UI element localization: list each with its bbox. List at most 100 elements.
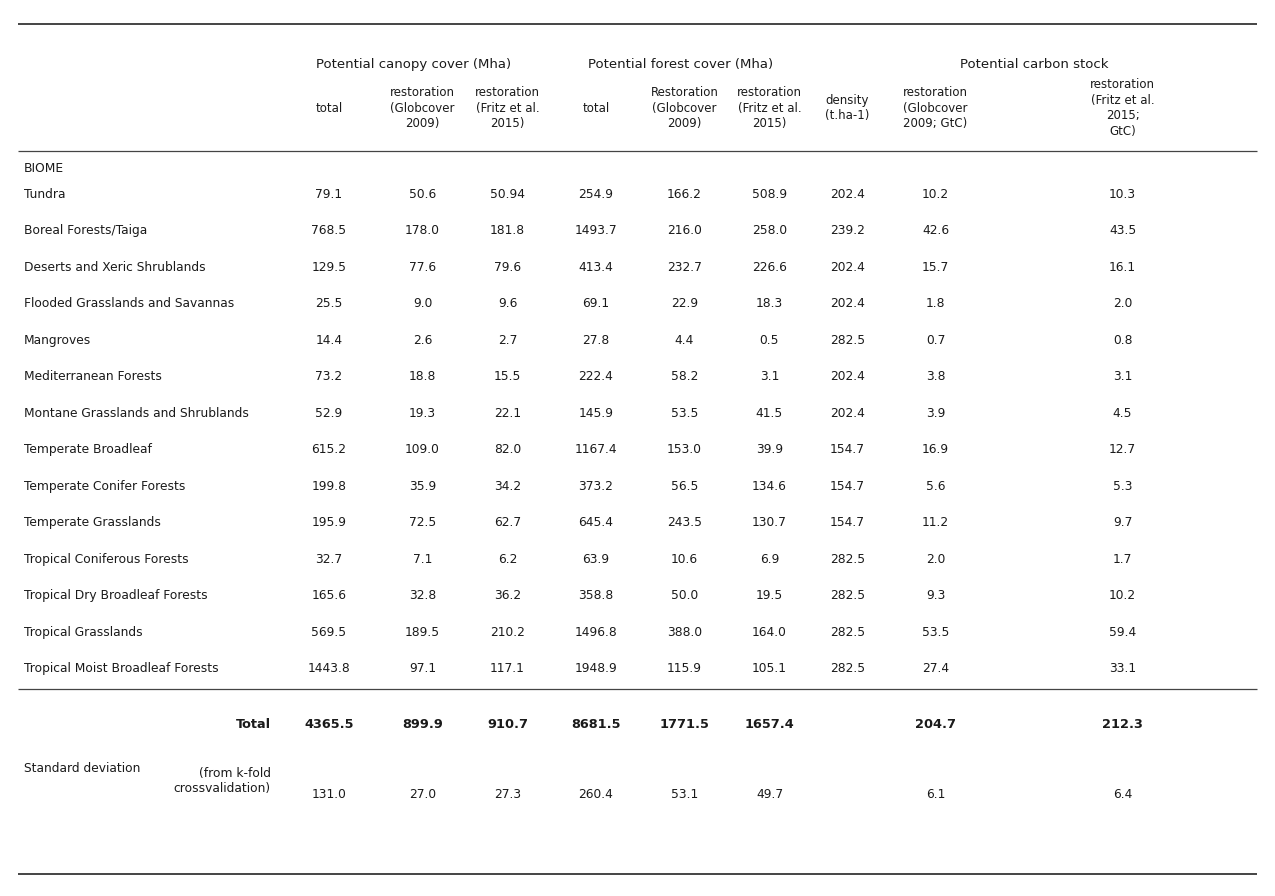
Text: 154.7: 154.7 (830, 443, 864, 456)
Text: 189.5: 189.5 (405, 625, 440, 639)
Text: 1657.4: 1657.4 (745, 718, 794, 731)
Text: 9.0: 9.0 (413, 297, 432, 310)
Text: 50.94: 50.94 (490, 187, 525, 201)
Text: 910.7: 910.7 (487, 718, 528, 731)
Text: 154.7: 154.7 (830, 516, 864, 529)
Text: 12.7: 12.7 (1109, 443, 1136, 456)
Text: 202.4: 202.4 (830, 187, 864, 201)
Text: total: total (315, 101, 343, 115)
Text: 6.4: 6.4 (1113, 788, 1132, 801)
Text: 5.3: 5.3 (1113, 479, 1132, 493)
Text: 178.0: 178.0 (405, 224, 440, 237)
Text: 373.2: 373.2 (579, 479, 613, 493)
Text: 62.7: 62.7 (493, 516, 521, 529)
Text: 282.5: 282.5 (830, 589, 864, 602)
Text: 129.5: 129.5 (311, 261, 347, 273)
Text: 202.4: 202.4 (830, 261, 864, 273)
Text: 258.0: 258.0 (752, 224, 787, 237)
Text: 1443.8: 1443.8 (307, 662, 351, 675)
Text: 145.9: 145.9 (579, 407, 613, 419)
Text: 42.6: 42.6 (922, 224, 949, 237)
Text: restoration
(Fritz et al.
2015): restoration (Fritz et al. 2015) (737, 86, 802, 130)
Text: 154.7: 154.7 (830, 479, 864, 493)
Text: 3.1: 3.1 (760, 370, 779, 383)
Text: 10.2: 10.2 (922, 187, 949, 201)
Text: 6.9: 6.9 (760, 553, 779, 565)
Text: 9.7: 9.7 (1113, 516, 1132, 529)
Text: restoration
(Fritz et al.
2015;
GtC): restoration (Fritz et al. 2015; GtC) (1090, 78, 1155, 138)
Text: 165.6: 165.6 (311, 589, 347, 602)
Text: Tropical Coniferous Forests: Tropical Coniferous Forests (24, 553, 189, 565)
Text: 33.1: 33.1 (1109, 662, 1136, 675)
Text: 388.0: 388.0 (667, 625, 703, 639)
Text: 59.4: 59.4 (1109, 625, 1136, 639)
Text: 69.1: 69.1 (583, 297, 609, 310)
Text: 899.9: 899.9 (402, 718, 442, 731)
Text: 1496.8: 1496.8 (575, 625, 617, 639)
Text: Standard deviation: Standard deviation (24, 762, 140, 775)
Text: 4.4: 4.4 (674, 333, 694, 347)
Text: restoration
(Fritz et al.
2015): restoration (Fritz et al. 2015) (476, 86, 541, 130)
Text: 22.9: 22.9 (671, 297, 699, 310)
Text: 41.5: 41.5 (756, 407, 783, 419)
Text: 6.1: 6.1 (926, 788, 945, 801)
Text: 3.8: 3.8 (926, 370, 945, 383)
Text: 243.5: 243.5 (667, 516, 703, 529)
Text: 27.3: 27.3 (493, 788, 521, 801)
Text: 16.1: 16.1 (1109, 261, 1136, 273)
Text: 34.2: 34.2 (493, 479, 521, 493)
Text: 14.4: 14.4 (315, 333, 343, 347)
Text: 43.5: 43.5 (1109, 224, 1136, 237)
Text: 2.6: 2.6 (413, 333, 432, 347)
Text: 15.7: 15.7 (922, 261, 949, 273)
Text: 25.5: 25.5 (315, 297, 343, 310)
Text: 282.5: 282.5 (830, 333, 864, 347)
Text: 22.1: 22.1 (493, 407, 521, 419)
Text: 131.0: 131.0 (311, 788, 347, 801)
Text: 105.1: 105.1 (752, 662, 787, 675)
Text: 1771.5: 1771.5 (659, 718, 709, 731)
Text: 2.7: 2.7 (497, 333, 518, 347)
Text: 5.6: 5.6 (926, 479, 945, 493)
Text: 35.9: 35.9 (409, 479, 436, 493)
Text: 10.6: 10.6 (671, 553, 699, 565)
Text: 1.8: 1.8 (926, 297, 945, 310)
Text: 36.2: 36.2 (493, 589, 521, 602)
Text: restoration
(Globcover
2009; GtC): restoration (Globcover 2009; GtC) (903, 86, 968, 130)
Text: 50.6: 50.6 (409, 187, 436, 201)
Text: 32.7: 32.7 (315, 553, 343, 565)
Text: 27.4: 27.4 (922, 662, 949, 675)
Text: 768.5: 768.5 (311, 224, 347, 237)
Text: Deserts and Xeric Shrublands: Deserts and Xeric Shrublands (24, 261, 205, 273)
Text: 7.1: 7.1 (413, 553, 432, 565)
Text: 226.6: 226.6 (752, 261, 787, 273)
Text: 1493.7: 1493.7 (575, 224, 617, 237)
Text: 3.1: 3.1 (1113, 370, 1132, 383)
Text: 53.5: 53.5 (922, 625, 949, 639)
Text: 9.6: 9.6 (497, 297, 518, 310)
Text: 53.1: 53.1 (671, 788, 699, 801)
Text: 204.7: 204.7 (915, 718, 956, 731)
Text: 216.0: 216.0 (667, 224, 703, 237)
Text: 52.9: 52.9 (315, 407, 343, 419)
Text: 4365.5: 4365.5 (305, 718, 353, 731)
Text: 18.8: 18.8 (409, 370, 436, 383)
Text: Mangroves: Mangroves (24, 333, 92, 347)
Text: 9.3: 9.3 (926, 589, 945, 602)
Text: 615.2: 615.2 (311, 443, 347, 456)
Text: 10.3: 10.3 (1109, 187, 1136, 201)
Text: restoration
(Globcover
2009): restoration (Globcover 2009) (390, 86, 455, 130)
Text: 8681.5: 8681.5 (571, 718, 621, 731)
Text: 232.7: 232.7 (667, 261, 703, 273)
Text: Montane Grasslands and Shrublands: Montane Grasslands and Shrublands (24, 407, 249, 419)
Text: 199.8: 199.8 (311, 479, 347, 493)
Text: 282.5: 282.5 (830, 553, 864, 565)
Text: 0.8: 0.8 (1113, 333, 1132, 347)
Text: 2.0: 2.0 (1113, 297, 1132, 310)
Text: Tundra: Tundra (24, 187, 65, 201)
Text: Temperate Broadleaf: Temperate Broadleaf (24, 443, 152, 456)
Text: 73.2: 73.2 (315, 370, 343, 383)
Text: 97.1: 97.1 (409, 662, 436, 675)
Text: density
(t.ha-1): density (t.ha-1) (825, 94, 870, 122)
Text: 56.5: 56.5 (671, 479, 699, 493)
